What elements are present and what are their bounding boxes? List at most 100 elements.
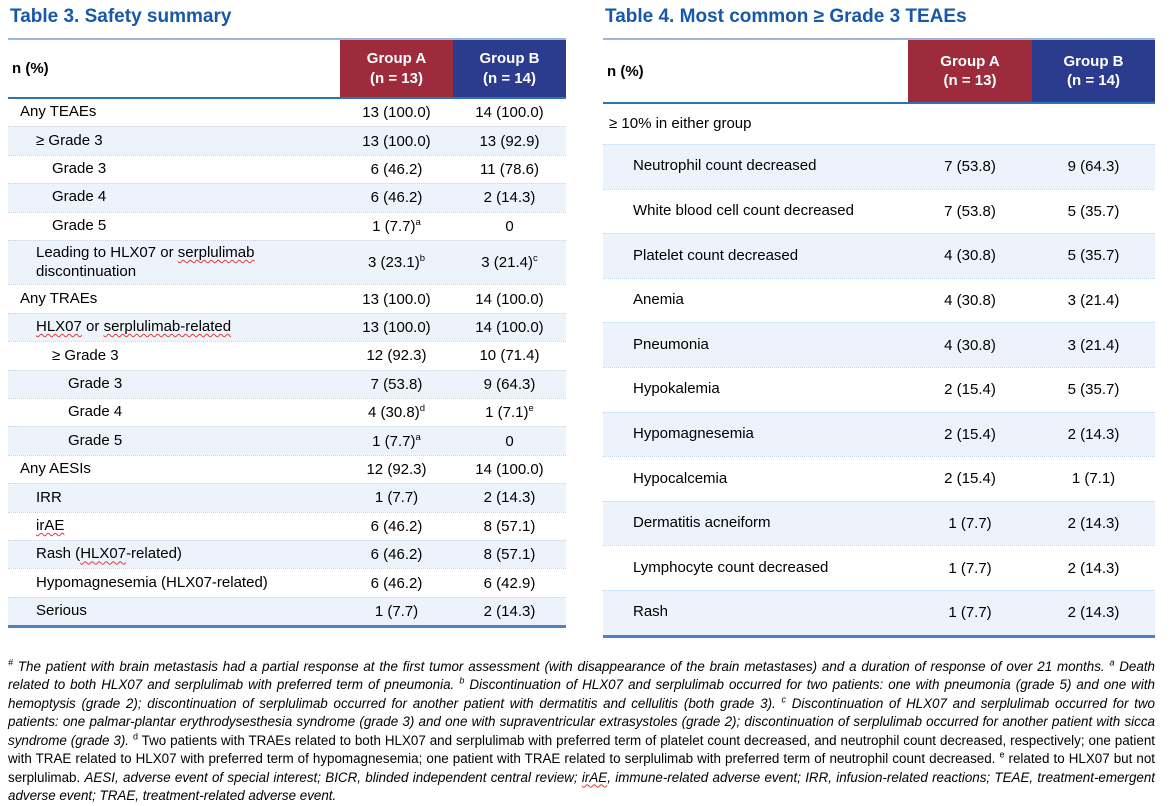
group-b-value: 2 (14.3) [1067,425,1120,443]
group-a-value: 2 (15.4) [944,470,996,488]
row-label: Any TEAEs [20,103,97,121]
group-a-n: (n = 13) [943,72,997,89]
group-a-value: 13 (100.0) [362,290,431,308]
group-a-value: 1 (7.7) [374,602,419,620]
row-label: Grade 3 [52,160,107,178]
group-b-value: 14 (100.0) [475,319,544,337]
row-label: Hypomagnesemia (HLX07-related) [36,573,268,591]
table3-title: Table 3. Safety summary [10,6,232,27]
footnote-marker: e [528,403,534,415]
footnote-marker: d [132,731,138,742]
row-label: Pneumonia [633,335,709,353]
footnote-marker: d [419,403,425,415]
group-a-label: Group A [366,50,427,68]
group-a-value: 6 (46.2) [370,546,423,564]
group-b-value: 2 (14.3) [483,189,536,207]
row-label: Rash (HLX07-related) [36,545,182,563]
table3-n-percent-header: n (%) [12,60,49,77]
footnote-text: Death related to both HLX07 and serpluli… [8,658,1155,693]
table-row: Dermatitis acneiform 1 (7.7) 2 (14.3) [603,500,1155,546]
group-a-value: 6 (46.2) [370,189,423,207]
group-a-value: 7 (53.8) [370,375,423,393]
row-label: Lymphocyte count decreased [633,558,829,576]
table-row: ≥ 10% in either group [603,104,1155,144]
table-row: Rash 1 (7.7) 2 (14.3) [603,589,1155,635]
group-a-value: 1 (7.7)a [372,431,421,450]
footnote-marker: c [781,694,787,705]
group-a-value: 1 (7.7) [948,559,992,577]
footnote-marker: a [1109,657,1115,668]
row-label: Any TRAEs [20,289,98,307]
group-a-value: 7 (53.8) [944,202,996,220]
grade3-teaes-table: n (%) Group A (n = 13) Group B (n = 14) … [603,38,1155,638]
group-b-value: 5 (35.7) [1067,247,1120,265]
table-row: HLX07 or serplulimab-related 13 (100.0) 14… [8,312,566,342]
group-a-value: 2 (15.4) [944,425,996,443]
table-row: Grade 3 6 (46.2) 11 (78.6) [8,154,566,183]
row-label: Dermatitis acneiform [633,514,771,532]
group-b-n: (n = 14) [483,69,536,87]
table3-group-a-header: Group A (n = 13) [340,40,453,97]
table4-n-percent-header: n (%) [607,62,644,80]
group-b-value: 6 (42.9) [483,574,536,592]
group-b-value: 9 (64.3) [483,375,536,393]
group-a-value: 1 (7.7) [948,604,992,622]
group-b-value: 2 (14.3) [483,489,536,507]
row-label: Anemia [633,291,684,309]
misspelled-word: irAE [581,769,608,785]
group-b-value: 2 (14.3) [1067,559,1120,577]
row-label: Grade 4 [52,188,107,206]
table4-group-b-header: Group B (n = 14) [1032,40,1155,102]
group-b-value: 0 [505,217,514,235]
row-label: Grade 3 [68,374,123,392]
table-row: Lymphocyte count decreased 1 (7.7) 2 (14.3… [603,545,1155,590]
table4-body: ≥ 10% in either group Neutrophil count de… [603,104,1155,635]
row-label: ≥ Grade 3 [36,131,103,149]
row-label: HLX07 or serplulimab-related [36,318,232,336]
table-row: Hypomagnesemia (HLX07-related) 6 (46.2) 6 … [8,568,566,596]
row-label: Leading to HLX07 or serplulimab disconti… [36,243,255,280]
misspelled-word: HLX07 [80,545,127,563]
table4-column: Table 4. Most common ≥ Grade 3 TEAEs n (… [603,4,1155,638]
group-b-value: 10 (71.4) [479,347,540,365]
footnote-marker: e [999,749,1005,760]
table-row: Any TRAEs 13 (100.0) 14 (100.0) [8,284,566,312]
group-b-value: 14 (100.0) [475,290,544,308]
group-b-value: 2 (14.3) [1067,515,1120,533]
footnote-text: related to HLX07 but not serplulimab. [8,751,1155,785]
group-a-value: 6 (46.2) [370,517,423,535]
group-a-value: 13 (100.0) [362,132,431,150]
row-label: White blood cell count decreased [633,202,854,220]
group-a-value: 4 (30.8) [944,336,996,354]
group-b-value: 8 (57.1) [483,546,536,564]
row-label: Hypomagnesemia [633,424,754,442]
group-a-value: 12 (92.3) [366,347,427,365]
row-label: Grade 4 [68,403,123,421]
row-label: Any AESIs [20,460,91,478]
safety-summary-table: n (%) Group A (n = 13) Group B (n = 14) … [8,38,566,629]
group-a-value: 12 (92.3) [366,460,427,478]
group-a-value: 13 (100.0) [362,104,431,122]
table-row: Grade 5 1 (7.7)a 0 [8,426,566,455]
group-a-value: 4 (30.8) [944,247,996,265]
group-a-value: 2 (15.4) [944,381,996,399]
footnote-marker: c [532,253,538,265]
table-row: Neutrophil count decreased 7 (53.8) 9 (64.… [603,144,1155,189]
group-a-value: 1 (7.7)a [372,216,421,235]
table4-group-a-header: Group A (n = 13) [908,40,1032,102]
table-row: Grade 4 4 (30.8)d 1 (7.1)e [8,398,566,426]
footnote-text: Discontinuation of HLX07 and serplulimab… [8,677,1155,711]
group-b-value: 5 (35.7) [1067,202,1120,220]
footnote-text: Discontinuation of HLX07 and serplulimab… [8,695,1155,748]
group-b-value: 9 (64.3) [1067,158,1120,176]
row-label: IRR [36,488,62,506]
row-label: Hypocalcemia [633,469,728,487]
group-a-value: 1 (7.7) [374,489,419,507]
table-row: Grade 4 6 (46.2) 2 (14.3) [8,183,566,212]
table-row: Any TEAEs 13 (100.0) 14 (100.0) [8,99,566,126]
row-label: Rash [633,603,669,621]
table-row: Serious 1 (7.7) 2 (14.3) [8,596,566,626]
table-row: irAE 6 (46.2) 8 (57.1) [8,511,566,540]
group-a-value: 6 (46.2) [370,574,423,592]
